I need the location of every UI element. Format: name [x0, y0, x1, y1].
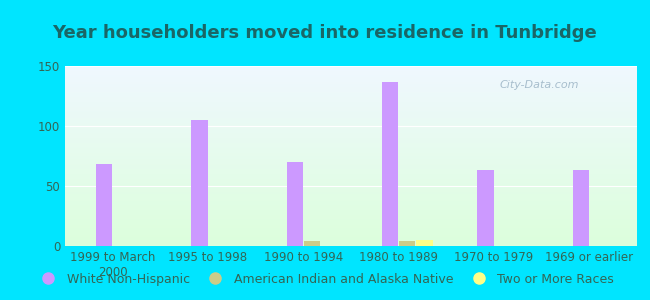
- Bar: [382, 82, 398, 246]
- Text: Year householders moved into residence in Tunbridge: Year householders moved into residence i…: [53, 24, 597, 42]
- Bar: [96, 164, 112, 246]
- Text: City-Data.com: City-Data.com: [500, 80, 579, 90]
- Legend: White Non-Hispanic, American Indian and Alaska Native, Two or More Races: White Non-Hispanic, American Indian and …: [31, 268, 619, 291]
- Bar: [191, 120, 207, 246]
- Bar: [287, 162, 303, 246]
- Bar: [399, 241, 415, 246]
- Bar: [416, 240, 432, 246]
- Bar: [304, 241, 320, 246]
- Bar: [477, 170, 493, 246]
- Bar: [573, 170, 589, 246]
